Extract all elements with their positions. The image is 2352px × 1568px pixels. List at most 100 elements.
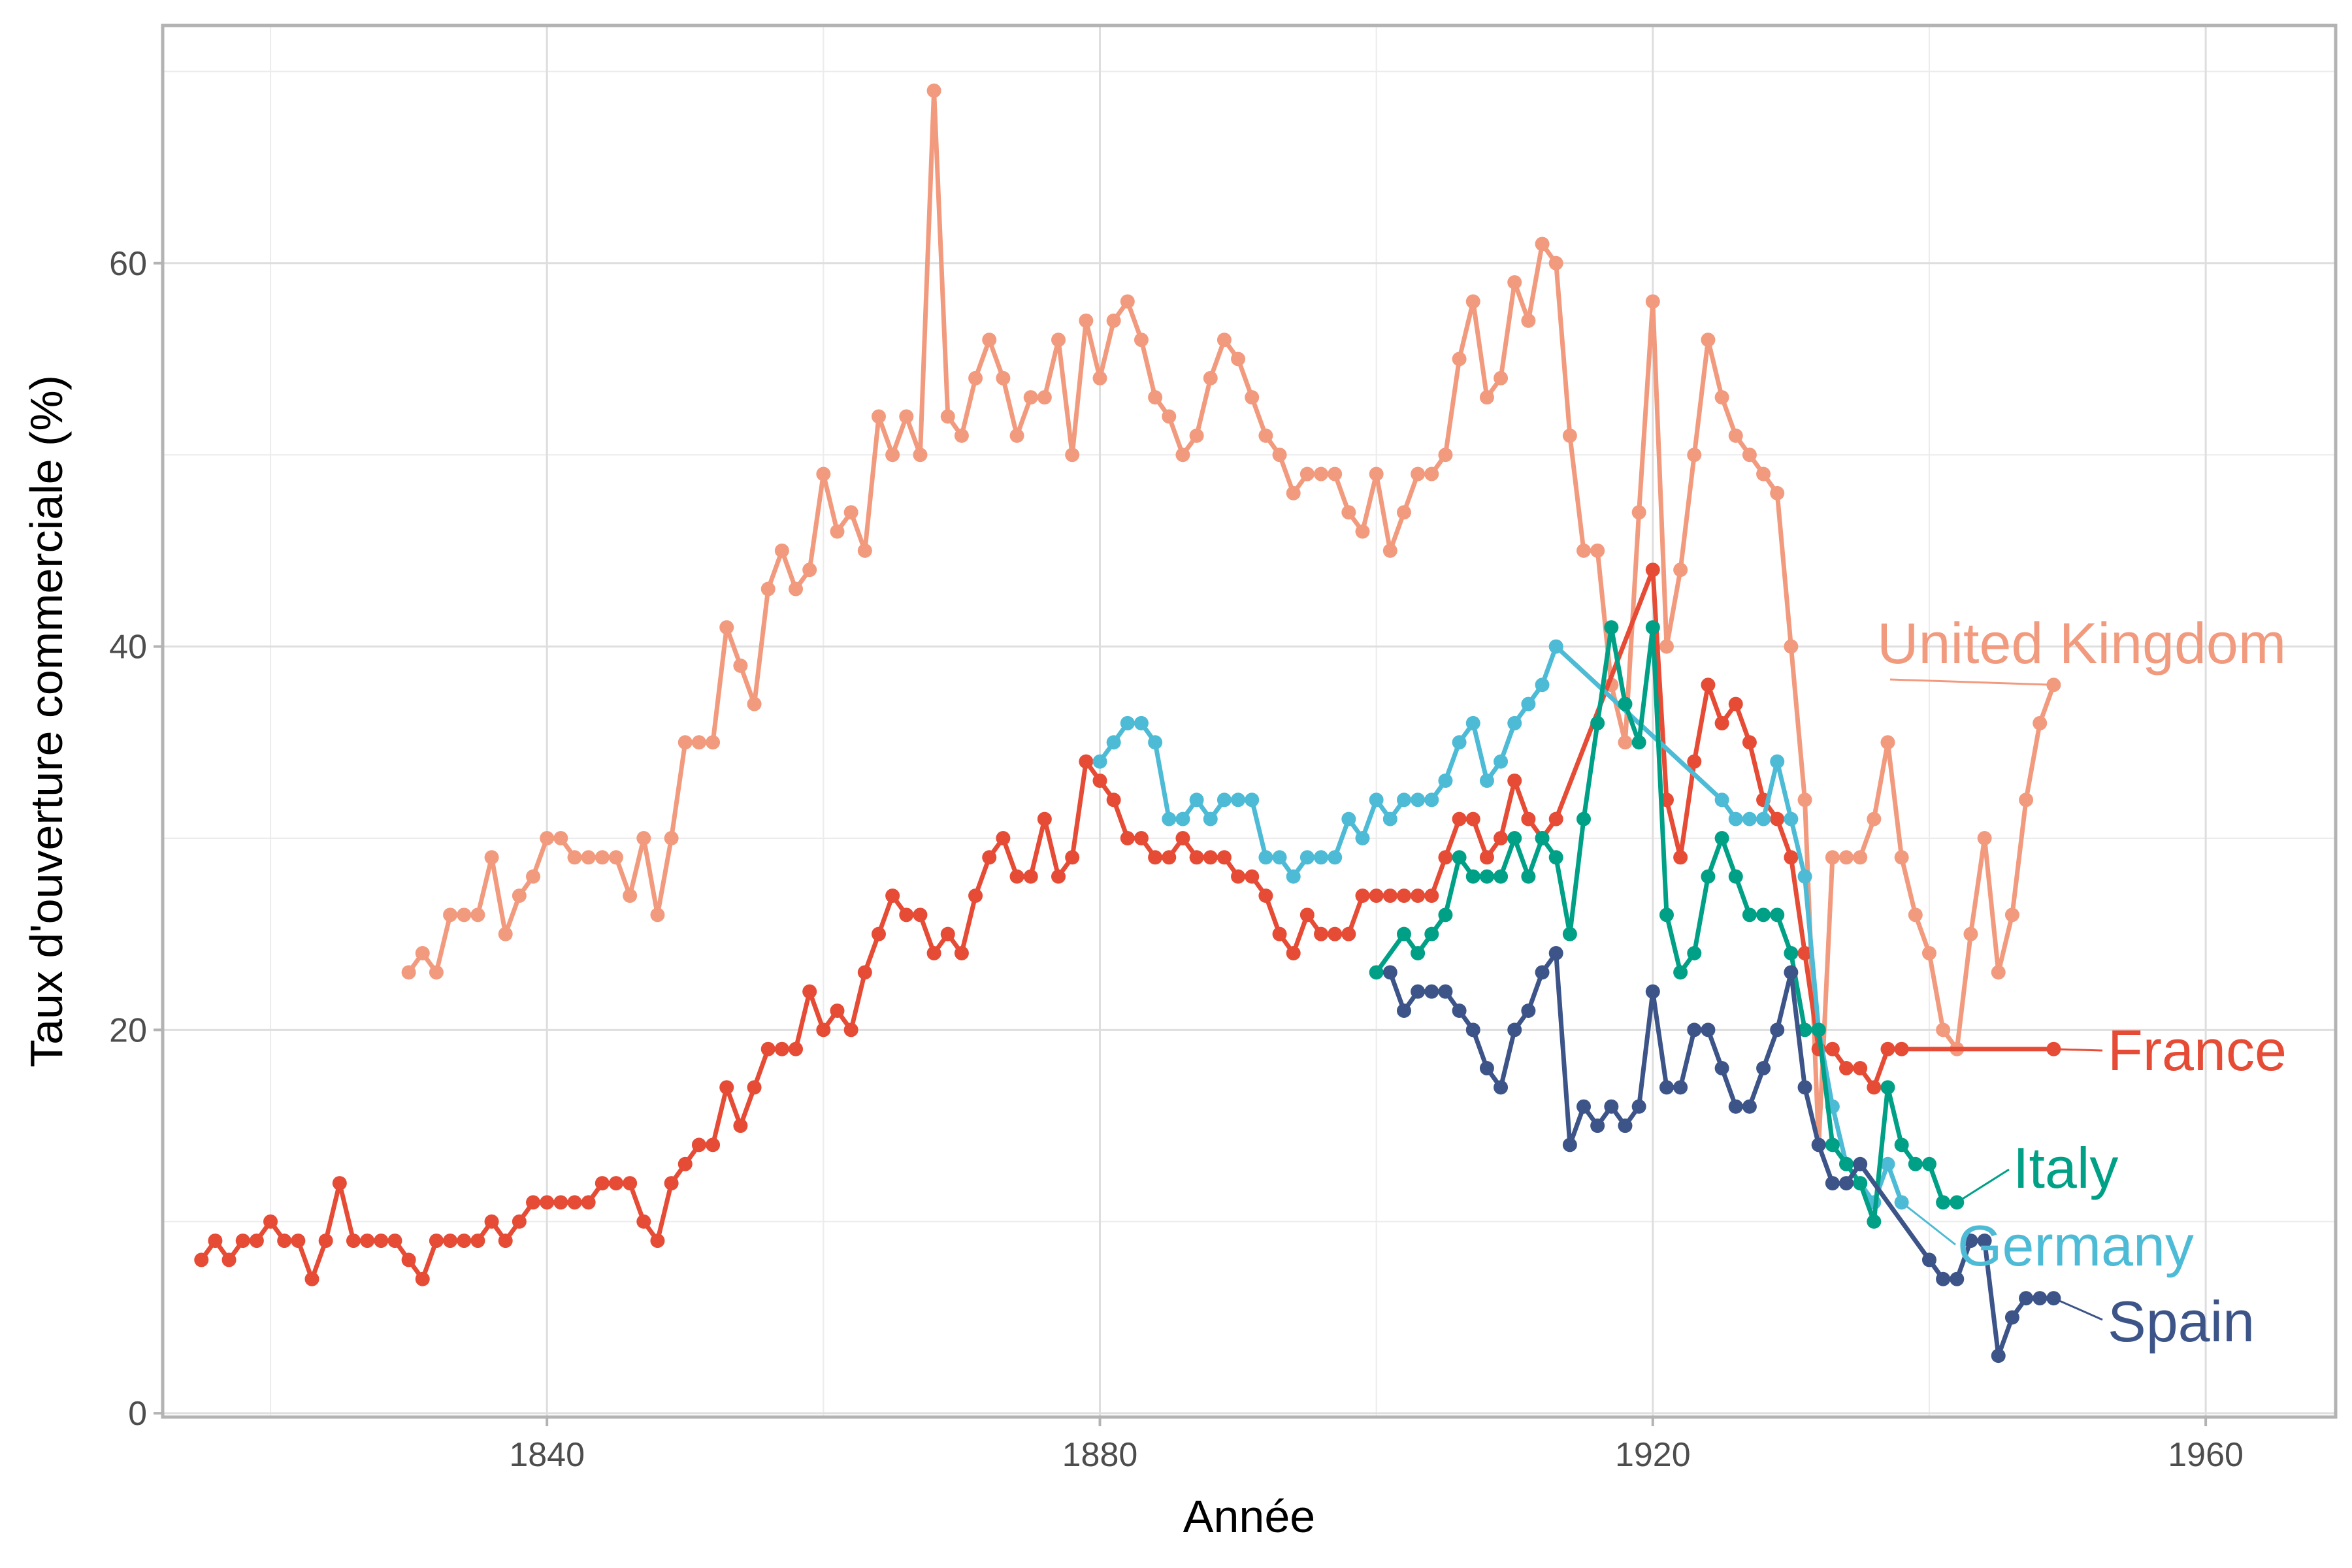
data-point [885, 448, 900, 463]
data-point [1548, 255, 1563, 270]
data-point [1687, 754, 1702, 769]
data-point [1452, 811, 1467, 826]
data-point [1687, 1022, 1702, 1037]
data-point [1314, 850, 1329, 865]
data-point [1148, 735, 1163, 750]
data-point [1742, 907, 1757, 923]
data-point [940, 409, 955, 424]
data-point [304, 1271, 319, 1286]
data-point [1217, 792, 1232, 808]
data-point [830, 524, 845, 539]
data-point [235, 1233, 250, 1249]
data-point [484, 1214, 499, 1229]
data-point [1286, 946, 1301, 960]
data-point [816, 1022, 831, 1037]
data-point [1162, 409, 1177, 424]
data-point [1742, 811, 1757, 826]
data-point [789, 1041, 804, 1056]
data-point [774, 1041, 789, 1056]
data-point [1631, 735, 1646, 750]
data-point [1258, 888, 1273, 903]
data-point [1507, 275, 1522, 290]
data-point [1411, 466, 1426, 482]
data-point [926, 83, 941, 98]
data-point [470, 1233, 485, 1249]
data-point [871, 926, 886, 941]
data-point [1590, 1119, 1605, 1134]
data-point [1396, 792, 1411, 808]
data-point [1714, 715, 1729, 730]
data-point [512, 888, 527, 903]
series-lines [194, 83, 2061, 1364]
data-point [1438, 448, 1453, 463]
data-point [1051, 333, 1066, 348]
data-point [1921, 1156, 1936, 1171]
data-point [1770, 754, 1785, 769]
data-point [636, 830, 651, 845]
data-point [691, 1137, 706, 1152]
data-point [733, 1119, 748, 1134]
data-point [1217, 850, 1232, 865]
data-point [1604, 620, 1619, 635]
data-point [1494, 830, 1509, 845]
data-point [1231, 792, 1246, 808]
data-point [1770, 485, 1785, 500]
data-point [857, 543, 872, 558]
data-point [1494, 1080, 1509, 1095]
data-point [1162, 850, 1177, 865]
data-point [1341, 505, 1356, 520]
data-point [1162, 811, 1177, 826]
data-point [1576, 811, 1592, 826]
data-point [760, 1041, 776, 1056]
data-point [1963, 926, 1978, 941]
data-point [1079, 754, 1094, 769]
data-point [996, 370, 1011, 385]
data-point [443, 1233, 458, 1249]
data-point [664, 1176, 679, 1191]
data-point [1714, 390, 1729, 405]
data-point [1328, 926, 1343, 941]
data-point [1494, 869, 1509, 884]
data-point [470, 907, 485, 923]
data-point [1797, 792, 1812, 808]
data-point [595, 850, 610, 865]
data-point [360, 1233, 375, 1249]
data-point [1134, 333, 1149, 348]
data-point [2019, 792, 2034, 808]
data-point [1521, 869, 1536, 884]
data-point [1645, 984, 1660, 999]
data-point [1921, 946, 1936, 960]
data-point [553, 830, 568, 845]
data-point [1825, 1176, 1840, 1191]
data-point [1203, 370, 1218, 385]
data-point [1659, 639, 1674, 654]
label-leader-line [2053, 1297, 2103, 1321]
data-point [830, 1004, 845, 1019]
data-point [1728, 811, 1743, 826]
data-point [968, 888, 983, 903]
data-point [1424, 792, 1439, 808]
data-point [1299, 850, 1315, 865]
data-point [1645, 294, 1660, 309]
data-point [816, 466, 831, 482]
data-point [277, 1233, 292, 1249]
data-point [1784, 965, 1799, 980]
data-point [595, 1176, 610, 1191]
data-point [913, 907, 928, 923]
data-point [1175, 811, 1190, 826]
data-point [1382, 543, 1397, 558]
data-point [1507, 773, 1522, 788]
data-point [1797, 946, 1812, 960]
data-point [1673, 965, 1688, 980]
label-leader-line [1889, 678, 2054, 686]
data-point [1728, 1099, 1743, 1114]
series-line [199, 567, 2054, 1282]
data-point [208, 1233, 223, 1249]
data-point [1853, 1176, 1868, 1191]
data-point [1396, 926, 1411, 941]
data-point [291, 1233, 306, 1249]
data-point [2004, 907, 2019, 923]
data-point [1645, 563, 1660, 578]
data-point [664, 830, 679, 845]
